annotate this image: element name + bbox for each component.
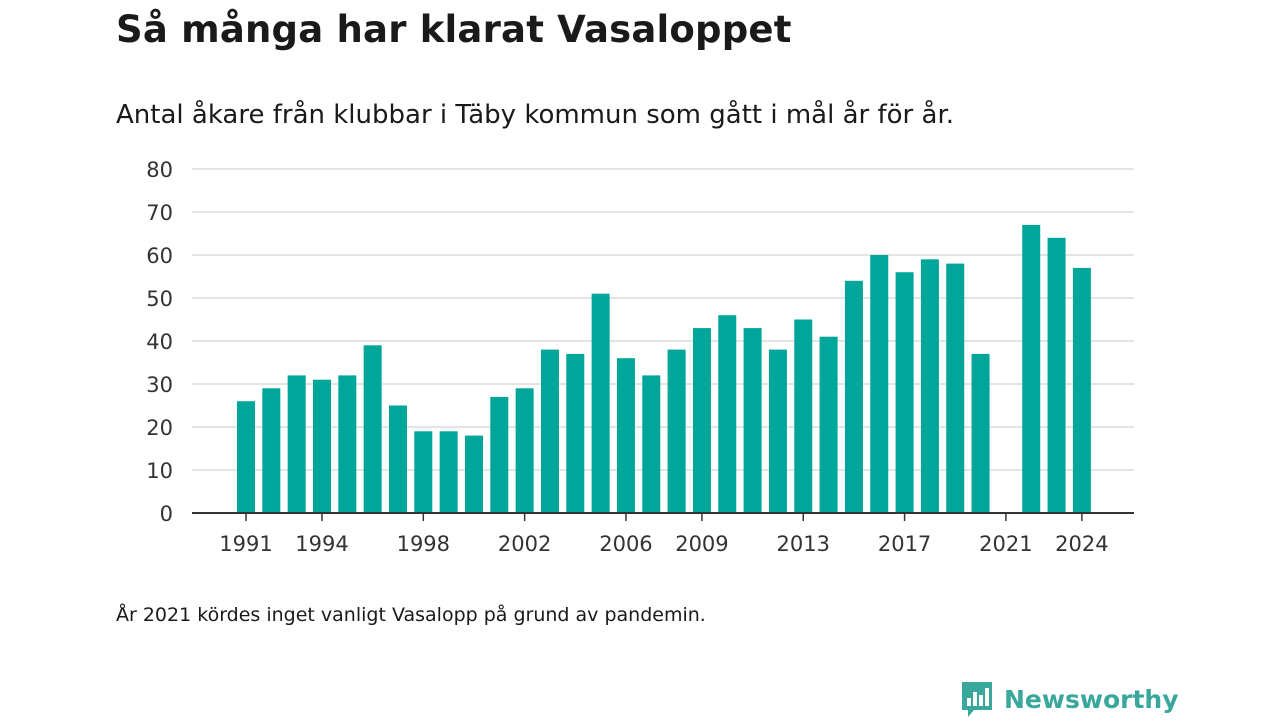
bar-2004 (566, 353, 585, 513)
bar-2017 (895, 272, 914, 513)
bar-1998 (414, 431, 433, 513)
brand-name: Newsworthy (1004, 684, 1179, 714)
y-tick-label: 30 (146, 373, 173, 397)
bar-2019 (946, 263, 965, 513)
x-tick-label: 2006 (599, 532, 652, 556)
bar-1992 (262, 388, 281, 513)
bar-2024 (1072, 267, 1091, 513)
brand-logo: Newsworthy (960, 680, 1179, 718)
bar-1996 (363, 345, 382, 513)
x-tick-label: 2024 (1055, 532, 1108, 556)
grid-lines (192, 168, 1134, 471)
x-tick-label: 2009 (675, 532, 728, 556)
bar-2001 (490, 396, 509, 513)
bar-2007 (642, 375, 661, 513)
bar-chart: 0 10 20 30 40 50 60 70 80 1991 1994 1998 2002 2006 20… (146, 158, 1134, 556)
bar-2011 (743, 328, 762, 513)
bar-2005 (591, 293, 610, 513)
bar-2008 (667, 349, 686, 513)
bar-2023 (1047, 237, 1066, 514)
y-axis-tick-labels: 0 10 20 30 40 50 60 70 80 (146, 158, 173, 526)
bar-2003 (540, 349, 559, 513)
y-tick-label: 50 (146, 287, 173, 311)
bar-2014 (819, 336, 838, 513)
x-tick-label: 1994 (295, 532, 348, 556)
bar-2006 (616, 358, 635, 513)
x-tick-label: 1991 (219, 532, 272, 556)
bars (237, 224, 1091, 514)
bar-2015 (844, 280, 863, 513)
bar-2020 (971, 353, 990, 513)
x-tick-label: 2021 (979, 532, 1032, 556)
y-tick-label: 40 (146, 330, 173, 354)
bar-1997 (388, 405, 407, 513)
y-tick-label: 70 (146, 201, 173, 225)
bar-1994 (312, 379, 331, 513)
bar-2009 (692, 328, 711, 513)
bar-2016 (870, 255, 889, 513)
bar-2012 (768, 349, 787, 513)
bar-1999 (439, 431, 458, 513)
bar-2010 (718, 315, 737, 513)
y-tick-label: 20 (146, 416, 173, 440)
x-axis-tick-labels: 1991 1994 1998 2002 2006 2009 2013 2017 2021 2024 (219, 513, 1109, 556)
x-tick-label: 2017 (878, 532, 931, 556)
newsworthy-logo-icon (962, 682, 992, 717)
bar-1993 (287, 375, 306, 513)
y-tick-label: 60 (146, 244, 173, 268)
y-tick-label: 80 (146, 158, 173, 182)
chart-title: Så många har klarat Vasaloppet (116, 8, 792, 51)
x-tick-label: 2002 (498, 532, 551, 556)
bar-2022 (1022, 224, 1041, 513)
bar-2000 (464, 435, 483, 513)
x-tick-label: 2013 (777, 532, 830, 556)
x-tick-label: 1998 (397, 532, 450, 556)
bar-2018 (920, 259, 939, 513)
bar-2002 (515, 388, 534, 513)
y-tick-label: 0 (160, 502, 173, 526)
bar-1991 (237, 401, 255, 513)
footnote: År 2021 kördes inget vanligt Vasalopp på… (116, 604, 706, 626)
bar-1995 (338, 375, 357, 513)
chart-subtitle: Antal åkare från klubbar i Täby kommun s… (116, 100, 955, 130)
bar-2013 (794, 319, 813, 513)
y-tick-label: 10 (146, 459, 173, 483)
